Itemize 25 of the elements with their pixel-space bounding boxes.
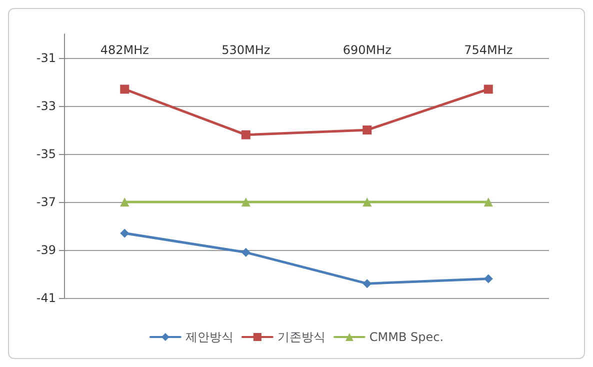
point bbox=[120, 228, 130, 238]
x-tick-label: 754MHz bbox=[464, 43, 513, 57]
point bbox=[120, 84, 130, 94]
x-tick-label: 530MHz bbox=[222, 43, 270, 57]
y-tick-label: -39 bbox=[36, 243, 56, 257]
point bbox=[362, 279, 372, 288]
y-tick-label: -31 bbox=[36, 51, 56, 65]
x-tick-label: 482MHz bbox=[100, 43, 149, 57]
legend-label: 기존방식 bbox=[277, 330, 326, 344]
legend-label: CMMB Spec. bbox=[369, 330, 444, 344]
y-tick-label: -35 bbox=[36, 147, 56, 161]
point bbox=[362, 198, 372, 206]
y-tick-label: -37 bbox=[36, 195, 56, 209]
point bbox=[120, 198, 130, 206]
point bbox=[484, 84, 493, 94]
x-tick-label: 690MHz bbox=[342, 43, 392, 57]
point bbox=[484, 274, 493, 284]
point bbox=[241, 248, 250, 257]
point bbox=[484, 198, 493, 206]
legend-label: 제안방식 bbox=[185, 330, 234, 344]
point bbox=[241, 130, 250, 140]
point bbox=[362, 126, 372, 134]
y-tick-label: -41 bbox=[36, 291, 56, 305]
y-tick-label: -33 bbox=[36, 99, 56, 113]
point bbox=[241, 198, 250, 206]
